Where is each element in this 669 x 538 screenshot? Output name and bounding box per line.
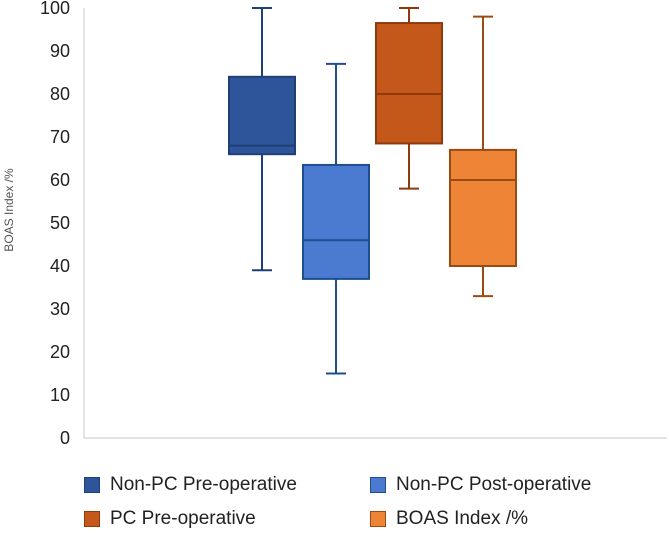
legend-item-3[interactable]: BOAS Index /% bbox=[370, 508, 650, 530]
y-tick-label-100: 100 bbox=[40, 0, 70, 18]
y-tick-label-40: 40 bbox=[50, 256, 70, 276]
y-tick-label-30: 30 bbox=[50, 299, 70, 319]
legend-swatch-0 bbox=[84, 477, 100, 493]
box-plot: BOAS Index /% 0 10 20 30 40 50 60 70 80 90 100 bbox=[2, 0, 667, 448]
y-tick-label-80: 80 bbox=[50, 84, 70, 104]
y-tick-labels: 0 10 20 30 40 50 60 70 80 90 100 bbox=[40, 0, 70, 448]
iqr-box-1 bbox=[302, 163, 370, 280]
iqr-box-0 bbox=[228, 75, 296, 156]
legend: Non-PC Pre-operative Non-PC Post-operati… bbox=[84, 474, 654, 530]
iqr-box-3 bbox=[449, 148, 517, 267]
box-2 bbox=[375, 7, 443, 190]
legend-item-2[interactable]: PC Pre-operative bbox=[84, 508, 370, 530]
legend-item-1[interactable]: Non-PC Post-operative bbox=[370, 474, 650, 496]
legend-label-1: Non-PC Post-operative bbox=[396, 474, 592, 495]
legend-swatch-1 bbox=[370, 477, 386, 493]
legend-label-0: Non-PC Pre-operative bbox=[110, 474, 297, 495]
box-1 bbox=[302, 62, 370, 375]
box-0 bbox=[228, 7, 296, 272]
legend-item-0[interactable]: Non-PC Pre-operative bbox=[84, 474, 370, 496]
y-tick-label-60: 60 bbox=[50, 170, 70, 190]
legend-label-3: BOAS Index /% bbox=[396, 508, 529, 529]
y-tick-label-0: 0 bbox=[60, 428, 70, 448]
box-3 bbox=[449, 15, 517, 298]
legend-swatch-2 bbox=[84, 511, 100, 527]
y-tick-label-50: 50 bbox=[50, 213, 70, 233]
boxes bbox=[228, 7, 517, 375]
y-tick-label-10: 10 bbox=[50, 385, 70, 405]
legend-label-2: PC Pre-operative bbox=[110, 508, 256, 529]
y-axis-label: BOAS Index /% bbox=[2, 168, 16, 252]
y-tick-label-90: 90 bbox=[50, 41, 70, 61]
iqr-box-2 bbox=[375, 22, 443, 145]
y-tick-label-70: 70 bbox=[50, 127, 70, 147]
legend-swatch-3 bbox=[370, 511, 386, 527]
y-tick-label-20: 20 bbox=[50, 342, 70, 362]
